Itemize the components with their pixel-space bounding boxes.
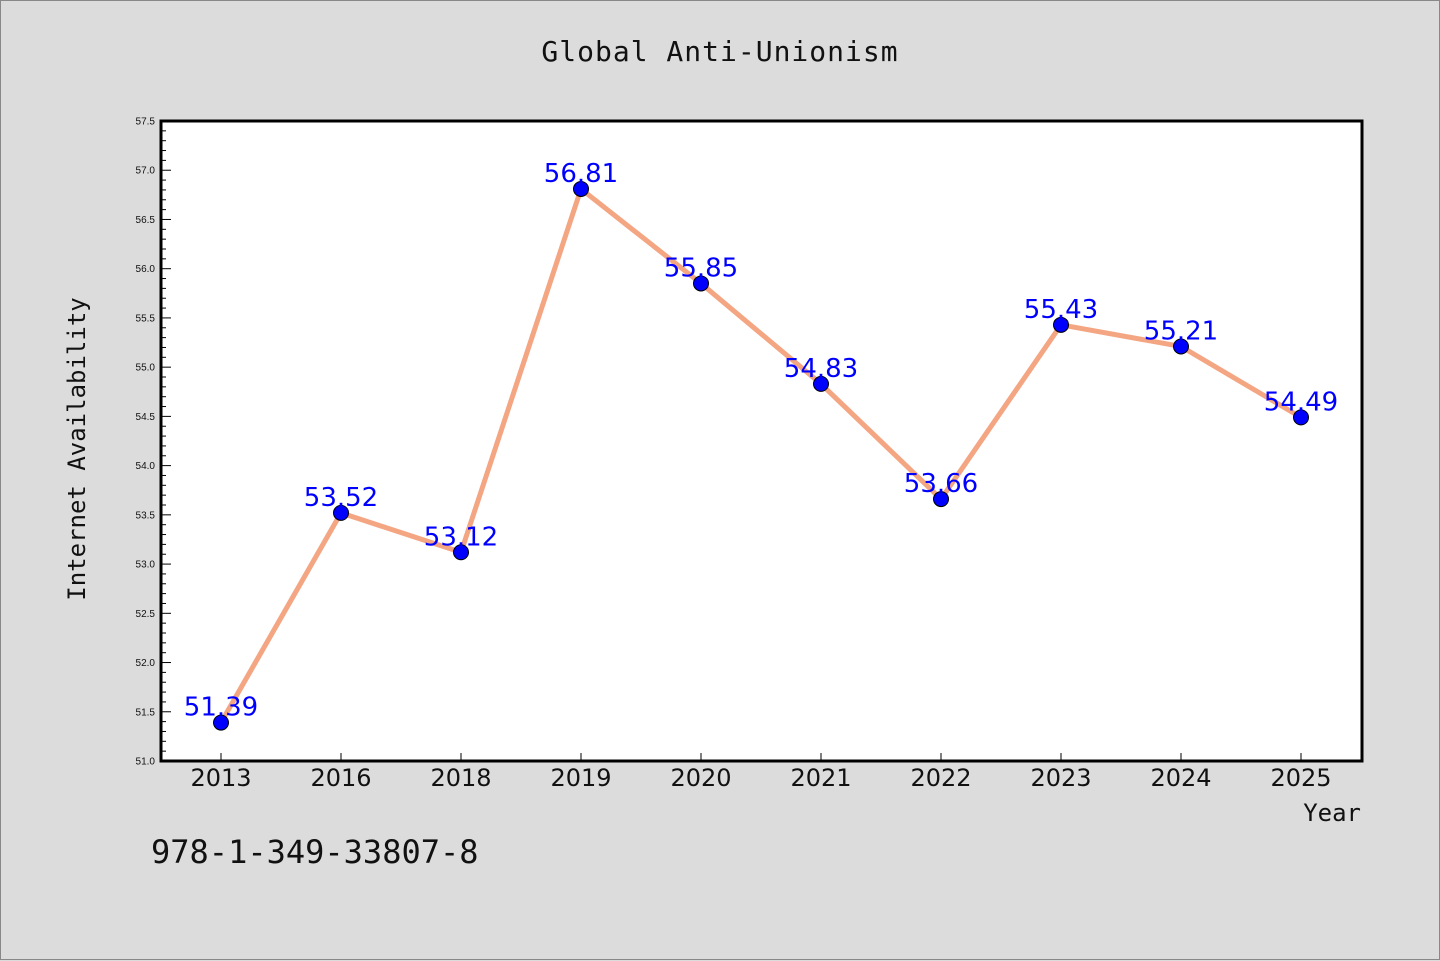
y-axis-title: Internet Availability bbox=[63, 297, 91, 600]
data-label: 53.66 bbox=[904, 469, 978, 499]
y-tick-label: 56.5 bbox=[136, 215, 156, 226]
x-tick-label: 2022 bbox=[910, 764, 971, 792]
data-point bbox=[573, 180, 589, 197]
y-tick-label: 53.5 bbox=[136, 510, 156, 521]
data-point bbox=[1053, 316, 1069, 333]
data-point bbox=[813, 375, 829, 392]
y-tick-label: 52.0 bbox=[136, 658, 156, 669]
data-label: 54.83 bbox=[784, 354, 858, 384]
plot-area bbox=[159, 119, 1364, 763]
data-label: 55.43 bbox=[1024, 295, 1098, 325]
footer-code: 978-1-349-33807-8 bbox=[151, 833, 479, 871]
data-label: 53.52 bbox=[304, 483, 378, 513]
y-tick-label: 54.0 bbox=[136, 461, 156, 472]
data-labels: 51.39 53.52 53.12 56.81 55.85 54.83 53.66 55.43… bbox=[184, 159, 1338, 723]
y-tick-label: 54.5 bbox=[136, 412, 156, 423]
x-tick-label: 2024 bbox=[1150, 764, 1211, 792]
y-tick-label: 51.0 bbox=[136, 757, 156, 768]
data-label: 51.39 bbox=[184, 693, 258, 723]
data-point bbox=[333, 504, 349, 521]
y-tick-label: 56.0 bbox=[136, 264, 156, 275]
series-line bbox=[218, 186, 1303, 724]
y-tick-label: 53.0 bbox=[136, 560, 156, 571]
x-axis-ticks: 2013 2016 2018 2019 2020 2021 2022 2023 2024 2025 bbox=[190, 753, 1332, 792]
y-axis-ticks: 51.0 51.5 52.0 52.5 53.0 53.5 54.0 54.5 55.0 55.5… bbox=[136, 117, 171, 768]
y-tick-label: 57.5 bbox=[136, 117, 156, 128]
data-markers bbox=[213, 180, 1309, 731]
chart-title: Global Anti-Unionism bbox=[541, 35, 899, 68]
data-point bbox=[453, 544, 469, 561]
y-tick-label: 57.0 bbox=[136, 166, 156, 177]
data-point bbox=[1173, 338, 1189, 355]
x-tick-label: 2013 bbox=[190, 764, 251, 792]
data-label: 54.49 bbox=[1264, 387, 1338, 417]
x-tick-label: 2019 bbox=[550, 764, 611, 792]
data-label: 55.85 bbox=[664, 253, 738, 283]
x-tick-label: 2025 bbox=[1270, 764, 1331, 792]
x-tick-label: 2018 bbox=[430, 764, 491, 792]
x-tick-label: 2016 bbox=[310, 764, 371, 792]
x-tick-label: 2020 bbox=[670, 764, 731, 792]
y-tick-label: 55.5 bbox=[136, 313, 156, 324]
x-tick-label: 2023 bbox=[1030, 764, 1091, 792]
y-tick-label: 52.5 bbox=[136, 609, 156, 620]
data-label: 55.21 bbox=[1144, 316, 1218, 346]
x-tick-label: 2021 bbox=[790, 764, 851, 792]
data-point bbox=[693, 275, 709, 292]
y-tick-label: 55.0 bbox=[136, 363, 156, 374]
data-label: 53.12 bbox=[424, 522, 498, 552]
data-label: 56.81 bbox=[544, 159, 618, 189]
x-axis-title: Year bbox=[1303, 799, 1361, 827]
data-point bbox=[933, 491, 949, 508]
data-point bbox=[213, 714, 229, 731]
data-point bbox=[1293, 409, 1309, 426]
y-tick-label: 51.5 bbox=[136, 707, 156, 718]
